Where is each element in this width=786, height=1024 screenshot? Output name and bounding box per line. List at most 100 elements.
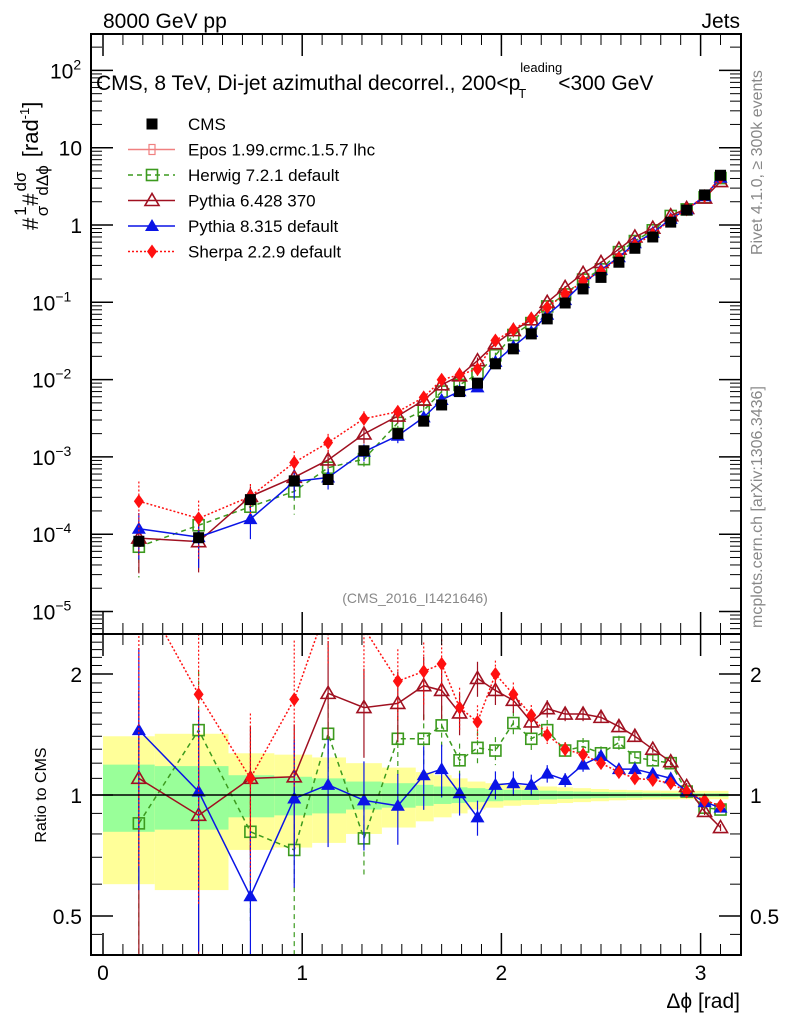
ratio-marker-herwig-721 bbox=[417, 732, 431, 746]
main-marker-cms bbox=[288, 475, 300, 487]
main-marker-sherpa-229 bbox=[392, 404, 403, 419]
ratio-marker-pythia-8315 bbox=[576, 757, 591, 770]
ratio-marker-pythia-8315 bbox=[645, 766, 660, 779]
ratio-marker-pythia-8315 bbox=[506, 776, 521, 789]
ratio-marker-pythia-6428 bbox=[319, 684, 337, 700]
main-y-axis-label: #1 σ#dσ dΔϕ[rad-1] bbox=[11, 102, 52, 230]
ratio-marker-pythia-8315 bbox=[434, 762, 449, 775]
ratio-marker-pythia-6428 bbox=[538, 700, 556, 715]
ratio-marker-sherpa-229 bbox=[472, 714, 483, 729]
main-marker-sherpa-229 bbox=[436, 372, 447, 387]
legend-marker-icon bbox=[145, 168, 159, 182]
ratio-marker-pythia-6428 bbox=[389, 694, 407, 710]
main-marker-cms bbox=[681, 204, 693, 216]
main-marker-pythia-6428 bbox=[319, 451, 337, 466]
main-y-tick-label: 10−2 bbox=[32, 366, 72, 393]
main-y-tick-label: 1 bbox=[70, 215, 82, 238]
main-marker-sherpa-229 bbox=[472, 362, 483, 377]
ratio-marker-sherpa-229 bbox=[508, 687, 519, 702]
ratio-marker-pythia-6428 bbox=[662, 753, 680, 768]
main-panel-series bbox=[130, 169, 729, 578]
main-marker-cms bbox=[322, 474, 334, 486]
ratio-marker-sherpa-229 bbox=[629, 771, 640, 786]
ratio-marker-pythia-8315 bbox=[558, 772, 573, 785]
plot-title: CMS, 8 TeV, Di-jet azimuthal decorrel., … bbox=[96, 60, 653, 101]
main-marker-cms bbox=[595, 271, 607, 283]
ratio-marker-sherpa-229 bbox=[560, 742, 571, 757]
main-marker-pythia-6428 bbox=[389, 407, 407, 422]
main-marker-cms bbox=[629, 242, 641, 254]
main-y-tick-label: 10 bbox=[59, 138, 82, 161]
main-marker-cms bbox=[392, 428, 404, 440]
ratio-marker-sherpa-229 bbox=[289, 692, 300, 707]
ratio-marker-sherpa-229 bbox=[613, 765, 624, 780]
main-marker-sherpa-229 bbox=[358, 411, 369, 426]
ratio-marker-pythia-8315 bbox=[470, 810, 485, 823]
main-y-tick-label: 10−5 bbox=[32, 598, 72, 625]
main-marker-cms bbox=[665, 216, 677, 228]
legend-label: CMS bbox=[188, 115, 226, 134]
ratio-marker-pythia-6428 bbox=[712, 818, 729, 834]
main-marker-cms bbox=[613, 256, 625, 268]
ratio-marker-sherpa-229 bbox=[418, 664, 429, 679]
main-marker-sherpa-229 bbox=[323, 435, 334, 450]
ratio-marker-sherpa-229 bbox=[193, 687, 204, 702]
main-marker-cms bbox=[489, 358, 501, 370]
ratio-y-tick-label-right: 1 bbox=[750, 785, 762, 808]
legend-label: Pythia 8.315 default bbox=[188, 217, 339, 236]
main-marker-sherpa-229 bbox=[193, 511, 204, 526]
band-stat-bin bbox=[103, 764, 155, 832]
ratio-marker-sherpa-229 bbox=[245, 771, 256, 786]
legend-item: CMS bbox=[146, 115, 226, 134]
main-marker-cms bbox=[541, 313, 553, 325]
ratio-marker-pythia-8315 bbox=[321, 777, 336, 790]
main-marker-pythia-8315 bbox=[131, 521, 146, 534]
ratio-marker-pythia-6428 bbox=[574, 705, 592, 720]
y-label-text: #1 σ#dσ dΔϕ[rad-1] bbox=[11, 102, 52, 230]
ratio-marker-pythia-8315 bbox=[416, 768, 431, 781]
ratio-marker-pythia-6428 bbox=[433, 681, 451, 697]
legend-item: Sherpa 2.2.9 default bbox=[128, 243, 341, 262]
legend-marker-icon bbox=[147, 244, 157, 259]
main-y-tick-label: 10−3 bbox=[32, 443, 72, 470]
x-tick-label: 1 bbox=[296, 962, 308, 985]
ratio-marker-sherpa-229 bbox=[436, 656, 447, 671]
main-marker-cms bbox=[715, 169, 727, 181]
main-marker-cms bbox=[454, 386, 466, 398]
ratio-marker-sherpa-229 bbox=[490, 667, 501, 681]
ratio-marker-pythia-6428 bbox=[610, 717, 628, 733]
ratio-marker-pythia-8315 bbox=[594, 749, 608, 762]
ratio-marker-sherpa-229 bbox=[715, 798, 726, 813]
ratio-marker-pythia-8315 bbox=[488, 777, 503, 790]
ratio-marker-pythia-6428 bbox=[592, 708, 610, 724]
ratio-marker-pythia-8315 bbox=[243, 889, 258, 902]
legend-marker-icon bbox=[145, 219, 159, 231]
ratio-marker-pythia-8315 bbox=[524, 777, 539, 790]
legend: CMS Epos 1.99.crmc.1.5.7 lhc Herwig 7.2.1 … bbox=[128, 115, 376, 262]
main-marker-cms bbox=[525, 328, 537, 340]
ratio-y-tick-label-right: 2 bbox=[750, 664, 762, 687]
main-marker-sherpa-229 bbox=[133, 494, 144, 509]
ratio-marker-pythia-6428 bbox=[644, 740, 662, 756]
x-tick-label: 2 bbox=[496, 962, 508, 985]
main-marker-pythia-6428 bbox=[487, 335, 504, 350]
ratio-marker-herwig-721 bbox=[507, 716, 520, 730]
main-y-tick-label: 10−4 bbox=[32, 520, 72, 547]
ratio-marker-sherpa-229 bbox=[665, 776, 676, 791]
ratio-marker-pythia-6428 bbox=[487, 681, 504, 697]
main-y-tick-label: 102 bbox=[50, 56, 81, 83]
ratio-y-tick-label: 1 bbox=[70, 785, 82, 808]
legend-label: Herwig 7.2.1 default bbox=[188, 166, 339, 185]
legend-label: Sherpa 2.2.9 default bbox=[188, 243, 341, 262]
ratio-marker-pythia-6428 bbox=[504, 691, 522, 707]
ratio-marker-sherpa-229 bbox=[699, 793, 710, 808]
ratio-marker-herwig-721 bbox=[453, 753, 466, 767]
rivet-label: Rivet 4.1.0, ≥ 300k events bbox=[749, 70, 766, 255]
ratio-marker-sherpa-229 bbox=[647, 772, 658, 787]
main-marker-sherpa-229 bbox=[542, 300, 553, 315]
legend-item: Epos 1.99.crmc.1.5.7 lhc bbox=[128, 141, 376, 160]
ratio-marker-sherpa-229 bbox=[134, 580, 144, 594]
ratio-marker-sherpa-229 bbox=[526, 708, 537, 723]
ratio-marker-sherpa-229 bbox=[596, 756, 606, 771]
ratio-marker-pythia-6428 bbox=[626, 727, 644, 743]
